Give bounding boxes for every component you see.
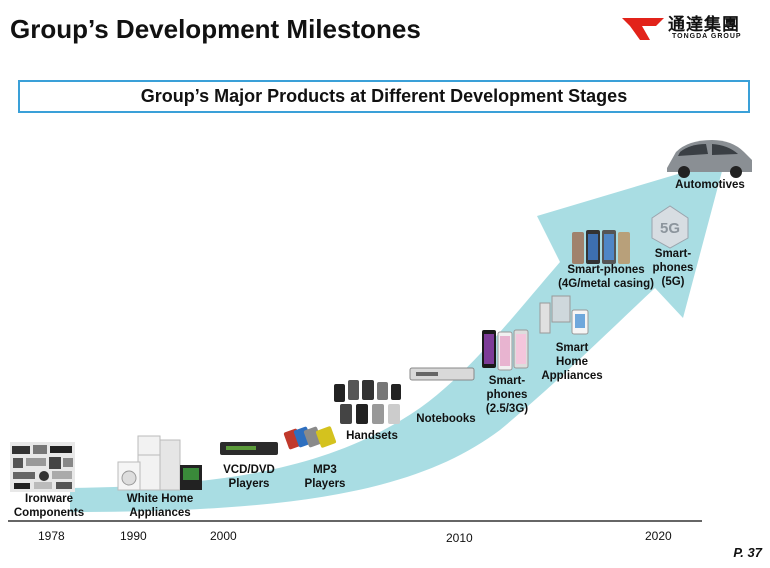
subtitle-box: Group’s Major Products at Different Deve…: [18, 80, 750, 113]
logo-english-text: TONGDA GROUP: [672, 33, 742, 40]
label-mp3: MP3 Players: [304, 464, 346, 490]
smartphones-4g-image: [572, 230, 630, 264]
label-automotives: Automotives: [675, 179, 745, 191]
mp3-players-image: [283, 426, 337, 450]
growth-arrow: [70, 160, 725, 512]
smart-home-image: [539, 295, 589, 335]
5g-badge-text: 5G: [660, 220, 680, 237]
year-2010: 2010: [446, 531, 473, 545]
label-smartphones-3g: Smart- phones (2.5/3G): [485, 375, 529, 415]
ironware-image: [10, 442, 75, 492]
year-2000: 2000: [210, 529, 237, 543]
notebook-image: [409, 367, 475, 381]
page-title: Group’s Development Milestones: [10, 14, 421, 44]
label-notebooks: Notebooks: [416, 413, 476, 425]
vcd-dvd-image: [220, 442, 278, 455]
automotive-image: [667, 140, 752, 178]
year-1990: 1990: [120, 529, 147, 543]
label-vcd-dvd: VCD/DVD Players: [223, 464, 275, 490]
year-2020: 2020: [645, 529, 672, 543]
label-smart-home: Smart Home Appliances: [541, 342, 603, 382]
logo-wing-icon: [622, 18, 664, 40]
subtitle-text: Group’s Major Products at Different Deve…: [140, 86, 628, 106]
white-home-appliances-image: [117, 435, 202, 491]
5g-badge-image: 5G: [651, 205, 689, 249]
handsets-image: [334, 380, 401, 424]
label-handsets: Handsets: [346, 430, 398, 442]
label-smartphones-5g: Smart- phones (5G): [652, 248, 694, 288]
tongda-logo: [622, 18, 664, 40]
year-1978: 1978: [38, 529, 65, 543]
logo-chinese-text: 通達集團: [668, 15, 740, 35]
page-number: P. 37: [733, 545, 762, 560]
label-white-home-appliances: White Home Appliances: [126, 493, 194, 519]
smartphones-3g-image: [482, 329, 529, 371]
label-ironware: Ironware Components: [13, 493, 85, 519]
label-smartphones-4g: Smart-phones (4G/metal casing): [558, 264, 654, 290]
